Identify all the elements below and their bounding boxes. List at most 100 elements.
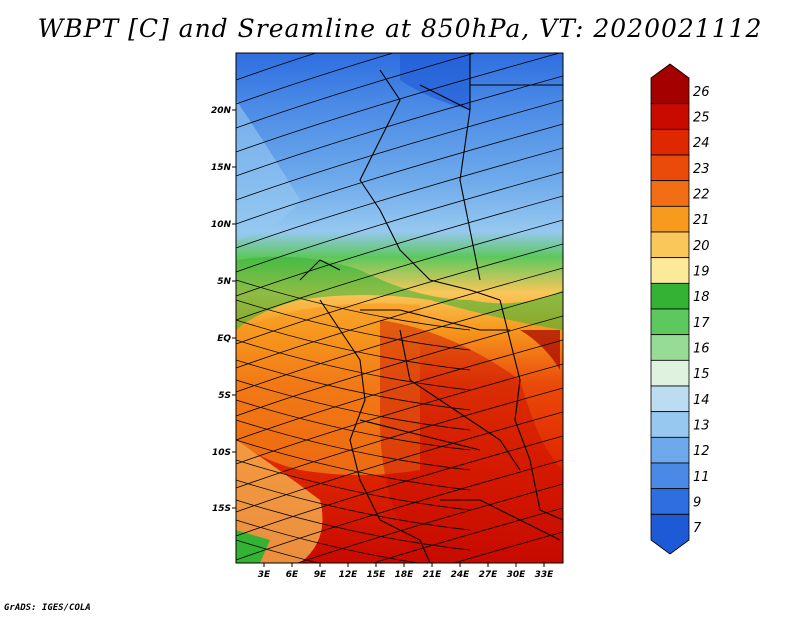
lat-tick-label: 10S (212, 448, 231, 458)
wbpt-band-green (236, 256, 563, 330)
streamline (236, 339, 471, 391)
streamline (452, 531, 563, 563)
colorbar-swatch (650, 488, 690, 515)
streamline (236, 279, 471, 331)
streamline (236, 267, 563, 369)
wbpt-band-darkblue (400, 53, 470, 110)
streamline (236, 359, 471, 411)
streamline (236, 319, 471, 371)
colorbar-level-label: 7 (693, 521, 702, 536)
colorbar-swatch (650, 334, 690, 361)
lat-tick-label: 15N (211, 163, 232, 173)
colorbar-level-label: 12 (693, 444, 710, 459)
grads-credit: GrADS: IGES/COLA (4, 603, 91, 613)
streamlines (236, 53, 563, 563)
colorbar-level-label: 22 (693, 188, 710, 203)
lat-tick-label: 5S (218, 391, 231, 401)
streamline (236, 291, 563, 393)
streamline (236, 499, 471, 551)
colorbar-level-label: 26 (693, 85, 710, 100)
streamline (236, 53, 477, 129)
colorbar-swatch (650, 308, 690, 336)
streamline (236, 195, 563, 297)
streamline (236, 419, 471, 471)
lon-tick-label: 27E (479, 570, 499, 580)
wbpt-band-red (380, 320, 563, 563)
lon-tick-label: 12E (339, 570, 359, 580)
colorbar-level-label: 24 (693, 136, 710, 151)
lon-tick-label: 9E (314, 570, 327, 580)
colorbar-level-label: 11 (693, 470, 710, 485)
streamline (236, 387, 563, 489)
colorbar-swatch (650, 231, 690, 259)
streamline (236, 243, 563, 345)
wbpt-band-yellow (236, 440, 323, 563)
streamline (236, 171, 563, 273)
colorbar-level-label: 23 (693, 162, 710, 177)
wbpt-band-darkred (520, 330, 560, 370)
streamline (236, 339, 563, 441)
colorbar-swatch (650, 180, 690, 207)
colorbar-swatch (650, 462, 690, 490)
wbpt-band-green-south (236, 530, 270, 563)
lon-tick-label: 33E (535, 570, 555, 580)
streamline (236, 219, 563, 321)
colorbar-swatch (650, 205, 690, 233)
streamline (236, 299, 471, 351)
colorbar-level-label: 19 (693, 265, 710, 280)
lat-tick-label: EQ (217, 334, 231, 344)
wbpt-band-lightblue (236, 100, 300, 240)
colorbar-swatch (650, 411, 690, 438)
colorbar-level-label: 17 (693, 316, 710, 331)
colorbar-swatch (650, 359, 690, 387)
streamline (236, 459, 471, 511)
colorbar-swatch (650, 513, 690, 555)
colorbar-level-label: 25 (693, 111, 710, 126)
lat-tick-label: 20N (211, 106, 232, 116)
colorbar-level-label: 16 (693, 342, 710, 357)
streamline (236, 399, 471, 451)
streamline (236, 75, 563, 177)
streamline (236, 363, 563, 465)
streamline (236, 53, 561, 153)
colorbar-level-label: 15 (693, 367, 710, 382)
streamline (236, 479, 471, 531)
lon-tick-label: 30E (507, 570, 527, 580)
lat-tick-label: 5N (217, 277, 231, 287)
lat-tick-label: 10N (211, 220, 232, 230)
colorbar-swatch (650, 257, 690, 284)
streamline (371, 507, 563, 563)
colorbar-swatch (650, 282, 690, 310)
map-title: WBPT [C] and Sreamline at 850hPa, VT: 20… (37, 14, 763, 43)
colorbar-level-label: 13 (693, 419, 710, 434)
lon-tick-label: 24E (451, 570, 471, 580)
lon-tick-label: 6E (286, 570, 299, 580)
streamline (236, 99, 563, 201)
country-borders (299, 53, 563, 563)
lon-tick-label: 18E (395, 570, 415, 580)
streamline (236, 53, 395, 105)
lon-tick-label: 15E (367, 570, 387, 580)
colorbar-level-label: 20 (693, 239, 710, 254)
map-plot-area (235, 52, 564, 564)
longitude-tick-labels: 3E 6E 9E 12E 15E 18E 21E 24E 27E 30E 33E (258, 563, 554, 580)
colorbar-swatch (650, 385, 690, 413)
lon-tick-label: 3E (258, 570, 271, 580)
streamline (236, 435, 563, 537)
streamline (236, 53, 318, 81)
streamline (236, 123, 563, 225)
colorbar-swatch (650, 128, 690, 156)
streamline (236, 379, 471, 431)
latitude-tick-labels: 20N 15N 10N 5N EQ 5S 10S 15S (211, 106, 236, 514)
colorbar-swatch (650, 103, 690, 130)
streamline (296, 483, 563, 563)
streamline (236, 147, 563, 249)
colorbar-level-label: 21 (693, 213, 710, 228)
wbpt-band-orange (236, 303, 420, 475)
streamline (236, 439, 471, 491)
wbpt-colorbar: 26 25 24 23 22 21 20 19 18 17 16 15 14 13 12 11 9 7 (650, 63, 710, 555)
streamline (236, 315, 563, 417)
streamline (236, 519, 421, 563)
streamline (236, 411, 563, 513)
